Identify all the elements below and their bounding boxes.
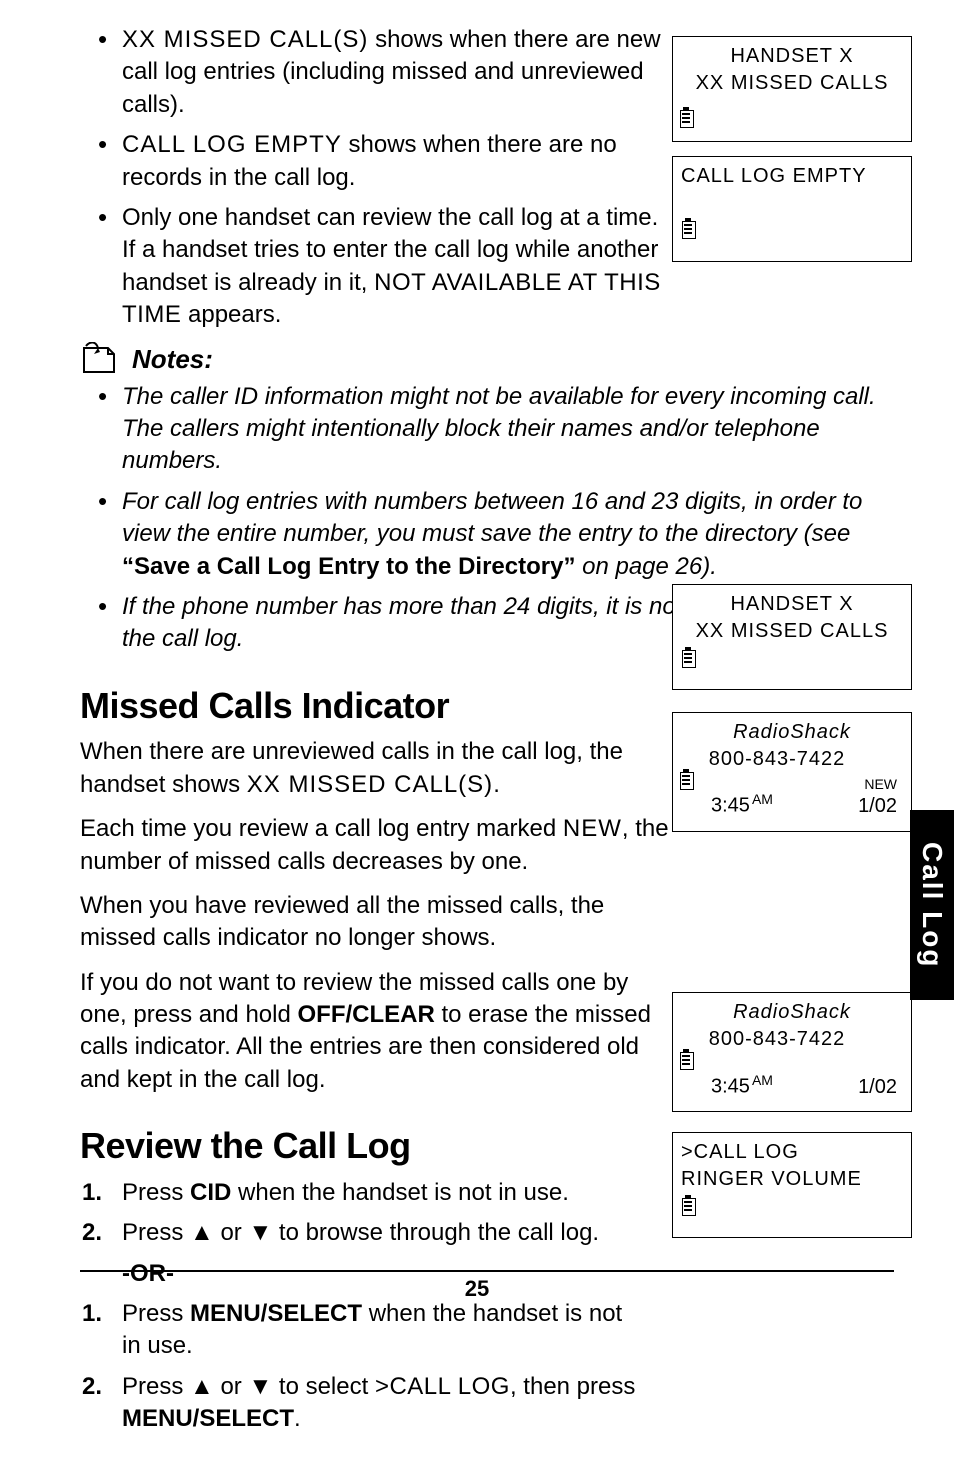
note-2-bold: “Save a Call Log Entry to the Directory”: [122, 553, 575, 580]
step-1: Press CID when the handset is not in use…: [80, 1177, 640, 1209]
ampm: AM: [752, 1072, 773, 1088]
lcd-name: RadioShack: [681, 719, 903, 746]
lcd-text-empty: CALL LOG EMPTY: [122, 131, 342, 158]
lcd-handset-missed-2: HANDSET X XX MISSED CALLS: [672, 584, 912, 690]
bold: MENU/SELECT: [122, 1405, 294, 1432]
down-arrow-icon: ▼: [248, 1219, 272, 1246]
note-2: For call log entries with numbers betwee…: [80, 486, 884, 583]
review-steps-b: Press MENU/SELECT when the handset is no…: [80, 1298, 640, 1436]
bold: CID: [190, 1179, 231, 1206]
up-arrow-icon: ▲: [190, 1219, 214, 1246]
text: when the handset is not in use.: [231, 1179, 569, 1206]
text: Press: [122, 1219, 190, 1246]
battery-icon: [681, 218, 695, 238]
text: to browse through the call log.: [272, 1219, 599, 1246]
note-icon: [80, 342, 122, 376]
bullet-one-handset: Only one handset can review the call log…: [80, 202, 670, 332]
lcd-line: XX MISSED CALLS: [681, 70, 903, 97]
text: .: [493, 771, 500, 798]
note-1: The caller ID information might not be a…: [80, 381, 884, 478]
battery-icon: [681, 1195, 695, 1215]
text: Press: [122, 1300, 190, 1327]
note-2a: For call log entries with numbers betwee…: [122, 488, 862, 547]
notes-label: Notes:: [132, 342, 213, 377]
top-bullet-list: XX MISSED CALL(S) shows when there are n…: [80, 24, 670, 332]
lcd-time: 3:45AM: [711, 1071, 773, 1101]
lcd-line: XX MISSED CALLS: [681, 618, 903, 645]
lcd-caller: RadioShack 800-843-7422 3:45AM 1/02: [672, 992, 912, 1112]
bold: MENU/SELECT: [190, 1300, 362, 1327]
text: Press: [122, 1179, 190, 1206]
bullet-log-empty: CALL LOG EMPTY shows when there are no r…: [80, 129, 670, 194]
missed-p1: When there are unreviewed calls in the c…: [80, 736, 640, 801]
step-1b: Press MENU/SELECT when the handset is no…: [80, 1298, 640, 1363]
lcd-menu: >CALL LOG RINGER VOLUME: [672, 1132, 912, 1238]
side-tab-call-log: Call Log: [910, 810, 954, 1000]
text: , then press: [510, 1373, 635, 1400]
time-val: 3:45: [711, 1076, 750, 1098]
battery-icon: [679, 769, 693, 789]
lcd-text-missed: XX MISSED CALL(S): [122, 26, 368, 53]
text: .: [294, 1405, 301, 1432]
battery-icon: [679, 1049, 693, 1069]
footer-rule: [80, 1270, 894, 1272]
step-2b: Press ▲ or ▼ to select >CALL LOG, then p…: [80, 1371, 640, 1436]
bullet-text-b: appears.: [181, 301, 281, 328]
lcd-line: HANDSET X: [681, 43, 903, 70]
review-steps-a: Press CID when the handset is not in use…: [80, 1177, 640, 1290]
step-2: Press ▲ or ▼ to browse through the call …: [80, 1217, 640, 1249]
up-arrow-icon: ▲: [190, 1373, 214, 1400]
time-val: 3:45: [711, 795, 750, 817]
lcd-text: XX MISSED CALL(S): [247, 771, 493, 798]
text: Each time you review a call log entry ma…: [80, 815, 563, 842]
text: to select: [272, 1373, 375, 1400]
side-tab-label: Call Log: [913, 842, 951, 968]
text: Press: [122, 1373, 190, 1400]
lcd-line: >CALL LOG: [681, 1139, 903, 1166]
lcd-name: RadioShack: [681, 999, 903, 1026]
page-number: 25: [0, 1274, 954, 1304]
lcd-text: >CALL LOG: [375, 1373, 510, 1400]
bullet-missed-calls: XX MISSED CALL(S) shows when there are n…: [80, 24, 670, 121]
lcd-line: CALL LOG EMPTY: [681, 163, 903, 190]
ampm: AM: [752, 791, 773, 807]
lcd-date: 1/02: [858, 793, 897, 820]
lcd-line: RINGER VOLUME: [681, 1166, 903, 1193]
battery-icon: [681, 647, 695, 667]
lcd-line: HANDSET X: [681, 591, 903, 618]
lcd-number: 800-843-7422: [681, 1026, 903, 1053]
lcd-call-log-empty: CALL LOG EMPTY: [672, 156, 912, 262]
text: or: [214, 1373, 249, 1400]
notes-header: Notes:: [80, 342, 884, 377]
lcd-caller-new: RadioShack 800-843-7422 NEW 3:45AM 1/02: [672, 712, 912, 832]
lcd-time: 3:45AM: [711, 790, 773, 820]
lcd-text: NEW: [563, 815, 622, 842]
missed-p3: When you have reviewed all the missed ca…: [80, 890, 640, 955]
missed-p4: If you do not want to review the missed …: [80, 967, 660, 1097]
bold: OFF/CLEAR: [298, 1001, 435, 1028]
missed-p2: Each time you review a call log entry ma…: [80, 813, 680, 878]
lcd-date: 1/02: [858, 1074, 897, 1101]
lcd-number: 800-843-7422: [681, 746, 903, 773]
down-arrow-icon: ▼: [248, 1373, 272, 1400]
text: or: [214, 1219, 249, 1246]
lcd-handset-missed: HANDSET X XX MISSED CALLS: [672, 36, 912, 142]
lcd-new: NEW: [864, 775, 897, 794]
note-2b: on page 26).: [575, 553, 716, 580]
battery-icon: [679, 107, 693, 127]
